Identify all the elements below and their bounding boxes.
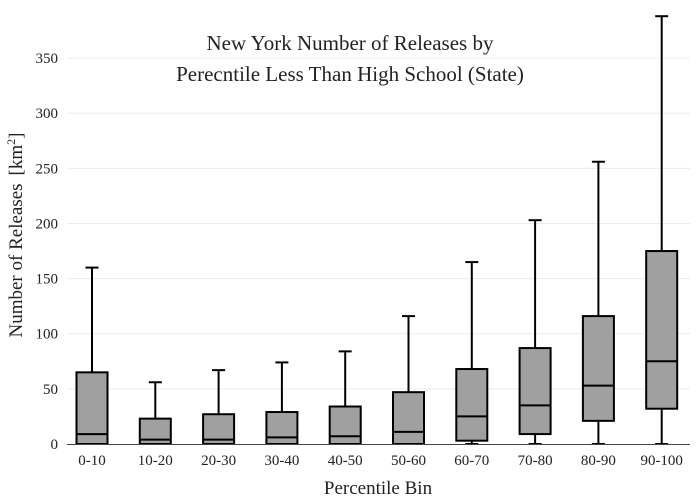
x-tick-labels: 0-10 10-20 20-30 30-40 40-50 50-60 60-70 70-80 8… bbox=[78, 453, 683, 469]
box-iqr bbox=[518, 347, 552, 436]
box-iqr bbox=[392, 391, 425, 445]
box-20-30 bbox=[202, 369, 236, 446]
y-tick-label: 100 bbox=[36, 327, 59, 343]
x-tick-label: 90-100 bbox=[640, 453, 683, 469]
x-tick-label: 60-70 bbox=[454, 453, 489, 469]
x-tick-label: 50-60 bbox=[391, 453, 426, 469]
y-axis-label: Number of Releases [km2] bbox=[4, 133, 27, 338]
x-axis-label: Percentile Bin bbox=[324, 478, 433, 499]
x-tick-label: 80-90 bbox=[581, 453, 616, 469]
box-60-70 bbox=[455, 261, 489, 445]
box-iqr bbox=[581, 315, 615, 422]
chart-title-line-1: New York Number of Releases by bbox=[207, 31, 494, 55]
box-iqr bbox=[75, 371, 109, 446]
y-tick-label: 50 bbox=[43, 382, 58, 398]
box-30-40 bbox=[265, 361, 299, 445]
x-tick-label: 20-30 bbox=[201, 453, 236, 469]
y-tick-label: 300 bbox=[36, 106, 59, 122]
box-iqr bbox=[645, 250, 679, 410]
box-iqr bbox=[328, 405, 362, 445]
box-90-100 bbox=[645, 15, 679, 445]
y-axis-unit-superscript: 2 bbox=[4, 139, 18, 145]
x-tick-label: 10-20 bbox=[138, 453, 173, 469]
box-80-90 bbox=[581, 160, 615, 445]
y-axis-unit: [km bbox=[6, 145, 27, 176]
box-iqr bbox=[265, 411, 299, 445]
y-axis-unit-close: ] bbox=[6, 133, 27, 139]
y-tick-labels: 0 50 100 150 200 250 300 350 bbox=[36, 51, 59, 453]
chart-title-line-2: Perecntile Less Than High School (State) bbox=[176, 62, 524, 86]
box-plot-area bbox=[75, 15, 679, 446]
box-iqr bbox=[455, 368, 489, 442]
y-tick-label: 150 bbox=[36, 272, 59, 288]
box-10-20 bbox=[138, 381, 172, 445]
box-0-10 bbox=[75, 266, 109, 446]
y-tick-label: 250 bbox=[36, 161, 59, 177]
box-70-80 bbox=[518, 219, 552, 445]
x-tick-label: 30-40 bbox=[264, 453, 299, 469]
y-tick-label: 200 bbox=[36, 216, 59, 232]
grid-lines bbox=[67, 57, 690, 390]
x-tick-label: 40-50 bbox=[328, 453, 363, 469]
x-tick-label: 0-10 bbox=[78, 453, 106, 469]
x-tick-label: 70-80 bbox=[518, 453, 553, 469]
box-40-50 bbox=[328, 350, 362, 445]
y-axis-label-text: Number of Releases bbox=[6, 183, 27, 337]
y-tick-label: 0 bbox=[51, 437, 59, 453]
y-tick-label: 350 bbox=[36, 51, 59, 67]
box-50-60 bbox=[392, 315, 425, 445]
